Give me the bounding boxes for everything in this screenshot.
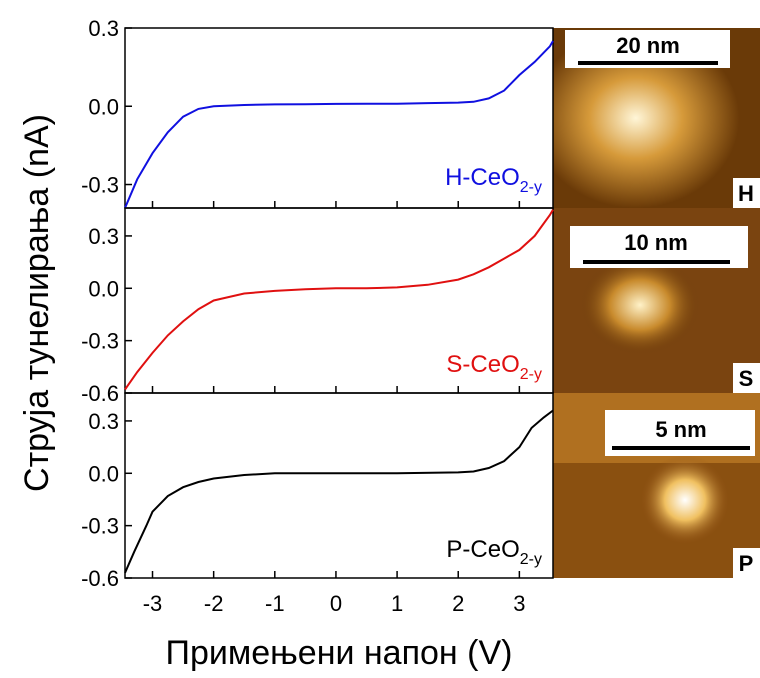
scale-bar-label: 10 nm <box>624 230 688 255</box>
scale-bar-label: 20 nm <box>616 33 680 58</box>
image-label: S <box>739 366 754 391</box>
series-name-sub: 2-y <box>520 366 542 383</box>
scale-bar-label: 5 nm <box>655 417 706 442</box>
x-tick-label: 0 <box>330 591 342 616</box>
x-tick-label: -1 <box>265 591 285 616</box>
x-axis-label: Примењени напон (V) <box>166 634 513 672</box>
data-line <box>124 209 554 391</box>
y-tick-label: 0.0 <box>88 276 119 301</box>
y-tick-label: -0.3 <box>81 173 119 198</box>
series-name-sub: 2-y <box>520 179 542 196</box>
stm-image: 5 nm P <box>553 393 760 578</box>
series-label: P-CeO2-y <box>446 536 542 568</box>
series-name: P-CeO <box>446 536 519 563</box>
y-tick-label: 0.0 <box>88 461 119 486</box>
series-label: S-CeO2-y <box>446 351 542 383</box>
data-line <box>124 40 554 209</box>
y-tick-label: -0.3 <box>81 329 119 354</box>
y-tick-label: -0.3 <box>81 514 119 539</box>
y-tick-label: 0.3 <box>88 409 119 434</box>
y-tick-label: 0.3 <box>88 16 119 41</box>
series-name: S-CeO <box>446 351 519 378</box>
y-tick-label: 0.3 <box>88 224 119 249</box>
y-axis-label: Струја тунелирања (nA) <box>18 114 56 492</box>
y-tick-label: -0.6 <box>81 381 119 406</box>
y-tick-label: 0.0 <box>88 94 119 119</box>
x-tick-label: -2 <box>204 591 224 616</box>
x-tick-label: 1 <box>391 591 403 616</box>
data-line <box>124 409 554 574</box>
stm-image: 20 nm H <box>553 28 760 208</box>
plot-frame <box>124 392 554 579</box>
x-tick-label: 2 <box>452 591 464 616</box>
series-name-sub: 2-y <box>520 551 542 568</box>
series-name: H-CeO <box>445 164 520 191</box>
stm-image: 10 nm S <box>553 208 760 393</box>
x-tick-label: -3 <box>143 591 163 616</box>
series-label: H-CeO2-y <box>445 164 542 196</box>
y-tick-label: -0.6 <box>81 566 119 591</box>
image-label: P <box>739 551 754 576</box>
x-tick-label: 3 <box>513 591 525 616</box>
image-label: H <box>738 181 754 206</box>
